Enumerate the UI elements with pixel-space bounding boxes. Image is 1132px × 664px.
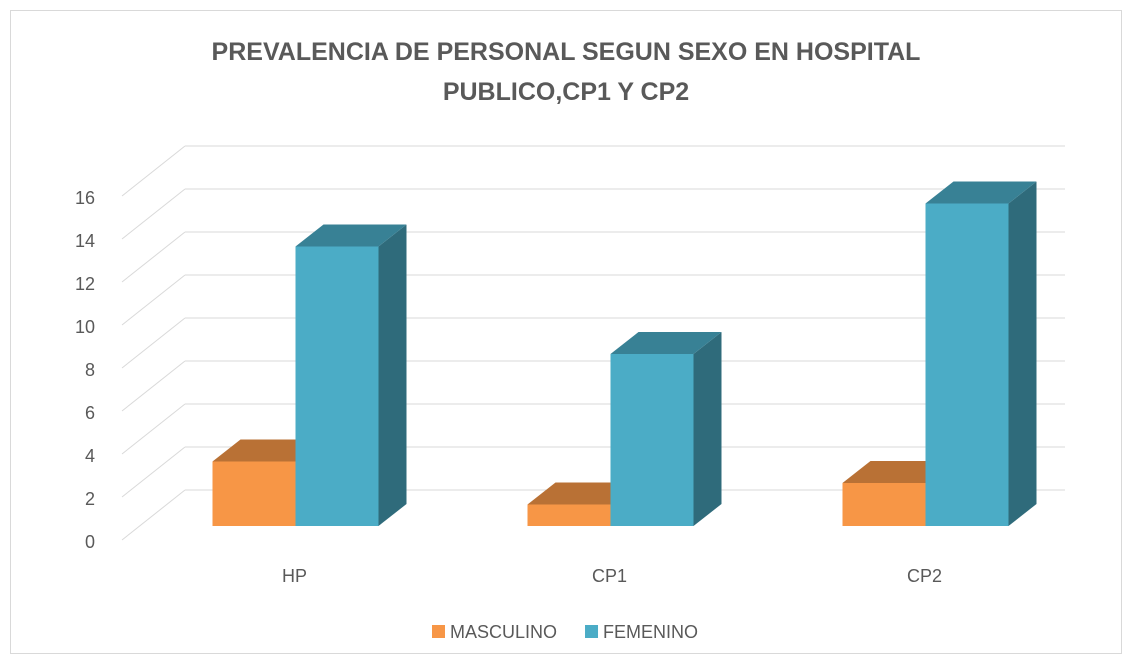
y-tick-label: 12 [75,274,95,294]
grid-line-side [121,317,186,369]
bar [925,203,1009,526]
grid-line-side [121,360,186,412]
grid-line-side [121,231,186,283]
chart-title: PREVALENCIA DE PERSONAL SEGUN SEXO EN HO… [211,38,921,106]
bar-side [1008,181,1037,526]
y-tick-label: 16 [75,188,95,208]
y-tick-label: 10 [75,317,95,337]
legend-swatch [585,625,599,638]
y-tick-label: 0 [85,532,95,552]
grid-line-side [121,188,186,240]
x-tick-label: CP1 [592,566,627,586]
grid-line-side [121,489,186,541]
x-tick-label: CP2 [907,566,942,586]
legend-label: MASCULINO [450,622,557,642]
bar [295,246,379,526]
y-tick-label: 8 [85,360,95,380]
bar-top [295,224,407,247]
grid-line-side [121,446,186,498]
bar [842,483,926,526]
bar-top [610,332,722,354]
grid-line-side [121,403,186,455]
bar-side [378,224,407,526]
bar [610,354,694,526]
y-tick-label: 6 [85,403,95,423]
legend-label: FEMENINO [603,622,698,642]
chart-border [10,10,1122,654]
legend-swatch [432,625,445,638]
grid-line-side [121,145,186,197]
y-tick-label: 4 [85,446,95,466]
grid-line-side [121,274,186,326]
x-tick-label: HP [282,566,307,586]
y-tick-label: 14 [75,231,95,251]
bar-top [925,181,1037,204]
bar-side [693,332,722,526]
bar [527,504,611,526]
y-tick-label: 2 [85,489,95,509]
bar [212,461,296,526]
